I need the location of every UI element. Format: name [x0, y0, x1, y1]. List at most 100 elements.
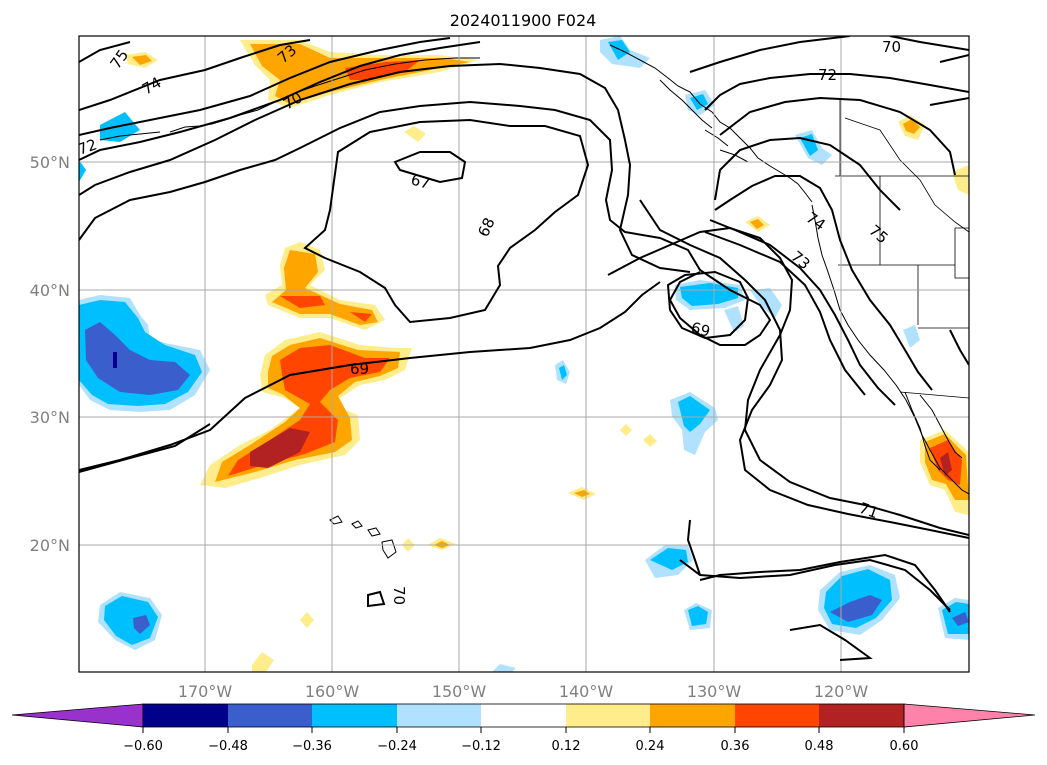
colorbar-bin-4 — [397, 704, 481, 727]
colorbar-bin-3 — [312, 704, 397, 727]
borders — [835, 100, 969, 399]
contour-sw-coast — [949, 329, 969, 366]
lat-label-30: 30°N — [30, 408, 70, 427]
us-mexico-border — [899, 391, 969, 399]
colorbar-bin-5 — [481, 704, 566, 727]
shade-spot-5 — [300, 612, 314, 628]
shade-spot-7 — [620, 424, 632, 436]
colorbar-tick-labels: −0.60 −0.48 −0.36 −0.24 −0.12 0.12 0.24 … — [123, 739, 918, 754]
contour-67 — [393, 151, 467, 184]
colorbar-tick-label: −0.12 — [461, 739, 501, 754]
colorbar-tick-label: −0.48 — [208, 739, 248, 754]
contour-71-east — [789, 623, 873, 661]
contour-72-nw — [79, 41, 481, 161]
contour-label-69-east: 69 — [689, 318, 712, 340]
lon-label-120w: 120°W — [814, 682, 869, 701]
shade-e-lb-13 — [492, 664, 516, 672]
colorbar-tick-label: 0.24 — [636, 739, 665, 754]
colorbar-bin-8 — [735, 704, 819, 727]
contour-ring-69 — [666, 270, 750, 340]
lon-label-130w: 130°W — [687, 682, 742, 701]
colorbar-tick-label: 0.12 — [552, 739, 581, 754]
contour-73-nw — [79, 37, 451, 136]
contour-72b — [704, 73, 969, 111]
colorbar-tick-label: 0.36 — [721, 739, 750, 754]
lat-label-40: 40°N — [30, 281, 70, 300]
colorbar-bin-6 — [566, 704, 650, 727]
contour-74-nw — [79, 39, 311, 111]
colorbar-bin-1 — [143, 704, 228, 727]
shade-spot-10-core — [903, 119, 920, 134]
contour-72-east — [689, 36, 851, 73]
map-title: 2024011900 F024 — [450, 11, 597, 30]
shade-e-b-4 — [678, 396, 710, 432]
shade-e-royal-9 — [952, 612, 969, 626]
contour-label-71: 71 — [857, 499, 881, 522]
lon-labels: 170°W 160°W 150°W 140°W 130°W 120°W — [178, 682, 869, 701]
lat-label-50: 50°N — [30, 153, 70, 172]
lon-label-140w: 140°W — [559, 682, 614, 701]
contour-label-70-top: 70 — [882, 38, 901, 56]
shade-spot-6 — [252, 652, 274, 672]
contour-73-east — [714, 136, 901, 211]
contour-label-67: 67 — [409, 170, 432, 192]
contour-71-south — [699, 553, 951, 613]
colorbar-tick-label: 0.48 — [805, 739, 834, 754]
shade-spot-8 — [643, 434, 657, 447]
contour-label-69-center: 69 — [350, 360, 369, 378]
shade-spot-9-core — [750, 219, 764, 229]
shade-left-blue — [79, 160, 86, 182]
colorbar-bin-9 — [819, 704, 904, 727]
shade-spot-1 — [404, 126, 426, 142]
colorbar-tick-label: 0.60 — [890, 739, 919, 754]
shade-e-b-6 — [650, 548, 688, 570]
baja — [904, 391, 941, 471]
colorbar-over — [903, 703, 1036, 728]
province-border-2 — [844, 117, 969, 233]
shade-e-royal-8 — [830, 595, 882, 622]
contour-70-south — [79, 226, 969, 536]
shade-mid-red — [280, 296, 372, 322]
shade-s-blue — [104, 596, 158, 645]
colorbar-under — [11, 703, 144, 728]
shade-e-b-12 — [608, 40, 630, 60]
shade-e-lb-14 — [903, 325, 920, 348]
shade-e-b-5 — [559, 365, 567, 380]
gulf-coast — [919, 394, 963, 459]
shade-spot-11 — [952, 165, 969, 195]
colorbar-bin-7 — [650, 704, 735, 727]
hawaii-1 — [329, 515, 343, 525]
contours — [79, 36, 969, 661]
shade-small-nw-core — [132, 55, 152, 65]
contour-74-east — [719, 96, 956, 176]
shade-baja-brick — [940, 452, 952, 476]
contour-ne-1 — [939, 54, 969, 63]
contour-70-hawaii — [367, 590, 386, 608]
lat-label-20: 20°N — [30, 536, 70, 555]
hawaii-2 — [351, 520, 363, 529]
state-border-5 — [954, 227, 969, 279]
contour-75-nw — [79, 41, 131, 63]
shade-e-b-1 — [680, 283, 738, 306]
contour-east-inner-2 — [709, 219, 896, 406]
contour-label-70-hawaii: 70 — [390, 586, 408, 605]
contour-70-top — [889, 36, 969, 51]
shade-w-royal — [85, 322, 190, 395]
west-coast — [811, 204, 969, 495]
contour-east-inner-3 — [704, 231, 866, 396]
shade-e-b-7 — [688, 606, 708, 626]
contour-ne-2 — [929, 97, 969, 106]
lon-label-150w: 150°W — [432, 682, 487, 701]
contour-east-inner — [714, 175, 933, 391]
shade-s-royal — [133, 615, 150, 634]
colorbar-frame — [142, 703, 905, 728]
map-area: 75 73 74 70 72 67 68 69 70 72 74 73 75 7… — [79, 36, 969, 672]
lon-label-160w: 160°W — [305, 682, 360, 701]
colorbar-bin-2 — [228, 704, 312, 727]
colorbar-tick-label: −0.36 — [292, 739, 332, 754]
aleutian-coast-2 — [99, 131, 161, 141]
map-frame — [78, 35, 970, 673]
shade-sw-brick — [250, 428, 310, 468]
hawaii-3 — [367, 527, 381, 537]
